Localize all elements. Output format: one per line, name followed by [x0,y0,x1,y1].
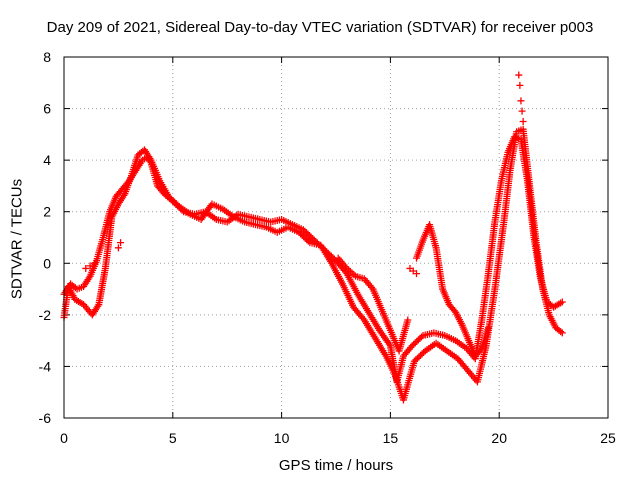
plot-frame [63,56,609,419]
data-point-secondary [304,237,312,245]
data-point-main [558,298,566,306]
y-tick-label: 2 [43,204,51,220]
data-point-isolated [519,117,527,125]
data-point-spike-branch [476,346,484,354]
x-tick-label: 25 [600,430,616,446]
y-tick-label: 0 [43,255,51,271]
data-point-secondary [557,328,565,336]
data-point-isolated [117,239,125,247]
chart-title: Day 209 of 2021, Sidereal Day-to-day VTE… [46,19,594,36]
axis-ticks: 0 5 10 15 20 25 -6 -4 -2 0 2 4 6 8 [39,49,616,446]
data-point-isolated [413,270,421,278]
y-tick-label: -6 [39,410,52,426]
data-point-isolated [516,81,524,89]
x-axis-label: GPS time / hours [278,457,394,474]
plot-area [60,71,566,404]
y-axis-label: SDTVAR / TECUs [8,178,26,300]
x-tick-label: 5 [169,430,177,446]
y-tick-label: -2 [39,307,52,323]
data-point-spike-branch [484,324,492,332]
x-tick-label: 0 [60,430,68,446]
data-point-main [417,333,425,341]
data-point-isolated [82,264,90,272]
data-point-isolated [517,97,525,105]
y-tick-label: -4 [39,358,52,374]
x-tick-label: 20 [491,430,507,446]
data-point-late-branch [404,316,412,324]
data-point-secondary [558,329,566,337]
x-tick-label: 10 [274,430,290,446]
data-point-isolated [515,71,523,79]
grid-lines [64,57,608,418]
data-point-isolated [518,107,526,115]
data-point-isolated [90,259,98,267]
y-tick-label: 8 [43,49,51,65]
data-point-isolated [86,262,94,270]
x-tick-label: 15 [383,430,399,446]
y-tick-label: 4 [43,152,51,168]
data-point-isolated [114,244,122,252]
y-tick-label: 6 [43,101,51,117]
